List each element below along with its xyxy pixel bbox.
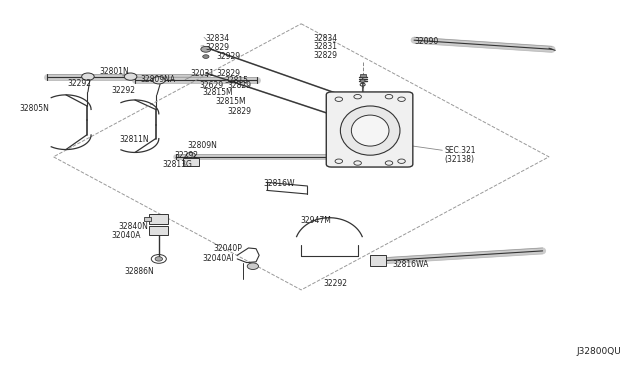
Text: 32040AI: 32040AI	[203, 254, 234, 263]
Text: 32834: 32834	[206, 34, 230, 43]
Ellipse shape	[351, 115, 389, 146]
Text: 32040A: 32040A	[112, 231, 141, 240]
Text: 32840N: 32840N	[118, 222, 148, 231]
Bar	[183, 158, 199, 166]
Bar	[149, 214, 168, 224]
Ellipse shape	[340, 106, 400, 155]
FancyBboxPatch shape	[326, 92, 413, 167]
Text: 32811N: 32811N	[119, 135, 149, 144]
Text: 32947M: 32947M	[300, 216, 331, 225]
Text: 32805N: 32805N	[19, 104, 49, 113]
Text: 32831: 32831	[314, 42, 338, 51]
Text: 32815M: 32815M	[203, 88, 234, 97]
Text: 32090: 32090	[414, 38, 438, 46]
Text: 32815M: 32815M	[215, 97, 246, 106]
Text: 32801N: 32801N	[99, 67, 129, 76]
Text: 32040P: 32040P	[213, 244, 243, 253]
Circle shape	[247, 263, 259, 269]
Circle shape	[152, 77, 165, 84]
Text: 32815: 32815	[225, 76, 249, 85]
Circle shape	[124, 73, 137, 80]
Text: 32829: 32829	[216, 69, 241, 78]
Text: 32829: 32829	[227, 81, 251, 90]
Text: 32292: 32292	[323, 279, 347, 288]
Circle shape	[360, 80, 365, 83]
Text: 32829: 32829	[206, 43, 230, 52]
Text: 32816WA: 32816WA	[392, 260, 429, 269]
Text: 32031: 32031	[190, 69, 214, 78]
Text: 32886N: 32886N	[124, 267, 154, 276]
Text: 32292: 32292	[112, 86, 136, 94]
Circle shape	[203, 55, 209, 58]
Text: 32292: 32292	[175, 151, 198, 160]
Circle shape	[201, 46, 211, 52]
Text: 32809NA: 32809NA	[140, 75, 175, 84]
Bar	[360, 74, 366, 77]
Circle shape	[155, 257, 163, 261]
Bar	[145, 217, 150, 221]
Text: (32138): (32138)	[444, 155, 474, 164]
Text: 32929: 32929	[216, 52, 241, 61]
Circle shape	[82, 73, 94, 80]
Text: SEC.321: SEC.321	[444, 146, 476, 155]
Circle shape	[186, 153, 195, 158]
Text: 32292: 32292	[68, 80, 92, 89]
Text: 32829: 32829	[227, 108, 251, 116]
Text: J32800QU: J32800QU	[576, 347, 621, 356]
Text: 32816W: 32816W	[264, 179, 295, 187]
Text: 32829: 32829	[314, 51, 338, 60]
Bar	[149, 226, 168, 235]
Text: 32809N: 32809N	[187, 141, 217, 150]
Text: 32813G: 32813G	[162, 160, 192, 169]
Text: 32834: 32834	[314, 34, 338, 43]
Bar	[370, 255, 386, 266]
Text: 32629: 32629	[200, 81, 224, 90]
